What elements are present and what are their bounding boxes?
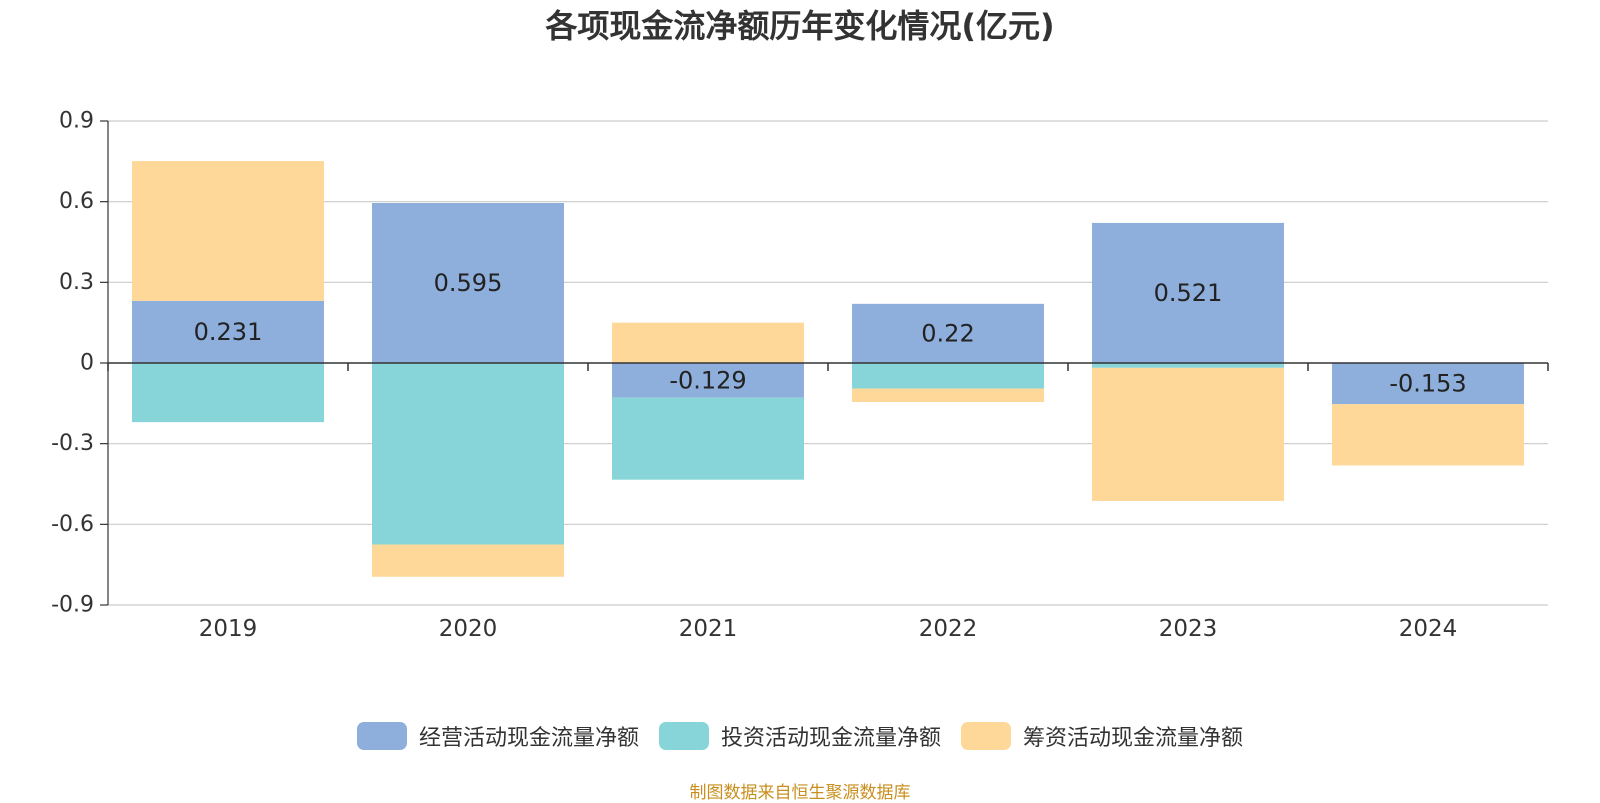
- x-tick-label: 2022: [919, 616, 978, 642]
- bar-segment: [852, 388, 1044, 402]
- chart-title: 各项现金流净额历年变化情况(亿元): [545, 7, 1055, 45]
- y-tick-label: -0.6: [51, 512, 94, 537]
- data-label: 0.231: [194, 318, 263, 346]
- data-label: 0.521: [1154, 279, 1223, 307]
- bar-segment: [372, 544, 564, 577]
- legend-item-financing[interactable]: 筹资活动现金流量净额: [961, 720, 1243, 752]
- x-tick-label: 2020: [439, 616, 498, 642]
- legend-item-investing[interactable]: 投资活动现金流量净额: [658, 720, 941, 752]
- x-tick-label: 2019: [199, 616, 258, 642]
- chart-legend: 经营活动现金流量净额 投资活动现金流量净额 筹资活动现金流量净额: [0, 720, 1600, 752]
- bar-segment: [1092, 367, 1284, 501]
- y-tick-label: 0: [80, 351, 94, 376]
- data-label: -0.153: [1389, 370, 1466, 398]
- x-tick-label: 2021: [679, 616, 738, 642]
- bar-segment: [1332, 363, 1524, 405]
- bar-segment: [132, 161, 324, 301]
- legend-label-operating: 经营活动现金流量净额: [418, 726, 639, 751]
- legend-label-investing: 投资活动现金流量净额: [720, 726, 941, 751]
- data-label: -0.129: [669, 366, 746, 394]
- bar-segment: [612, 322, 804, 363]
- source-note: 制图数据来自恒生聚源数据库: [689, 783, 911, 803]
- bar-segment: [132, 300, 324, 363]
- data-label: 0.22: [921, 319, 974, 347]
- legend-swatch-operating: [356, 722, 407, 750]
- y-tick-label: 0.9: [59, 109, 94, 134]
- legend-swatch-investing: [658, 722, 709, 750]
- bar-segment: [132, 363, 324, 423]
- legend-swatch-financing: [961, 722, 1011, 750]
- y-tick-label: -0.9: [51, 593, 94, 618]
- bar-segment: [612, 397, 804, 480]
- bar-segment: [372, 363, 564, 545]
- bar-segment: [372, 203, 564, 363]
- x-tick-label: 2023: [1159, 616, 1218, 642]
- legend-label-financing: 筹资活动现金流量净额: [1023, 726, 1244, 751]
- y-tick-label: 0.3: [59, 270, 94, 295]
- bar-segment: [852, 303, 1044, 363]
- bar-segment: [1332, 404, 1524, 466]
- y-tick-label: 0.6: [59, 189, 94, 214]
- data-label: 0.595: [434, 269, 503, 297]
- bar-segment: [852, 363, 1044, 389]
- y-tick-label: -0.3: [51, 431, 94, 456]
- legend-item-operating[interactable]: 经营活动现金流量净额: [356, 720, 639, 752]
- x-tick-label: 2024: [1399, 616, 1458, 642]
- bar-segment: [1092, 363, 1284, 368]
- bar-segment: [612, 363, 804, 398]
- bar-segment: [1092, 222, 1284, 363]
